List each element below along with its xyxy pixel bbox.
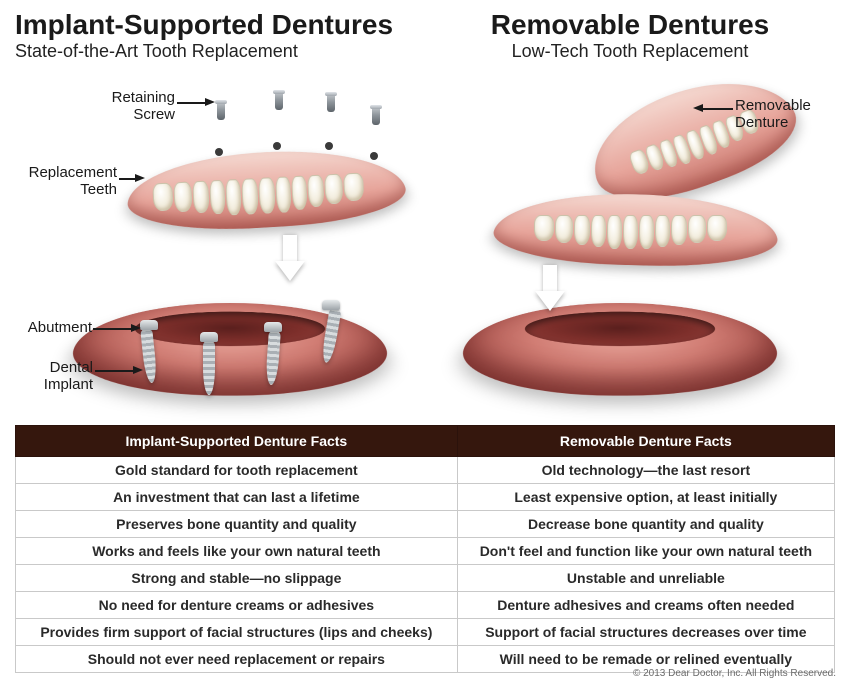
removable-subtitle: Low-Tech Tooth Replacement [425, 41, 835, 62]
arrow-head-icon [135, 174, 145, 182]
arrow-head-icon [205, 98, 215, 106]
table-row: Provides firm support of facial structur… [16, 619, 835, 646]
table-cell: An investment that can last a lifetime [16, 484, 458, 511]
arrow-line [93, 328, 133, 330]
retaining-screw-icon [275, 90, 283, 110]
label-abutment: Abutment [7, 320, 92, 337]
table-cell: Denture adhesives and creams often neede… [457, 592, 834, 619]
label-replacement-teeth: Replacement Teeth [7, 165, 117, 198]
implant-illustration: Retaining Screw Replacement Teeth Abutme… [15, 70, 425, 425]
copyright-text: © 2013 Dear Doctor, Inc. All Rights Rese… [633, 668, 836, 679]
screw-hole [370, 152, 378, 160]
dental-implant-post [203, 340, 215, 395]
table-header-cell: Removable Denture Facts [457, 426, 834, 457]
table-row: Strong and stable—no slippageUnstable an… [16, 565, 835, 592]
removable-title: Removable Dentures [425, 10, 835, 39]
screw-hole [273, 142, 281, 150]
teeth-row [503, 215, 758, 249]
arrow-line [703, 108, 733, 110]
abutment-cap [322, 300, 340, 310]
retaining-screw-icon [372, 105, 380, 125]
implant-panel: Implant-Supported Dentures State-of-the-… [15, 10, 425, 425]
implant-title: Implant-Supported Dentures [15, 10, 425, 39]
table-cell: Least expensive option, at least initial… [457, 484, 834, 511]
arrow-head-icon [131, 324, 141, 332]
table-cell: Provides firm support of facial structur… [16, 619, 458, 646]
retaining-screw-icon [217, 100, 225, 120]
abutment-cap [140, 320, 158, 330]
arrow-head-icon [693, 104, 703, 112]
comparison-table: Implant-Supported Denture Facts Removabl… [15, 425, 835, 673]
label-retaining-screw: Retaining Screw [75, 90, 175, 123]
table-header: Implant-Supported Denture Facts Removabl… [16, 426, 835, 457]
label-dental-implant: Dental Implant [15, 360, 93, 393]
table-cell: Preserves bone quantity and quality [16, 511, 458, 538]
table-cell: Gold standard for tooth replacement [16, 457, 458, 484]
arrow-line [177, 102, 207, 104]
table-cell: Strong and stable—no slippage [16, 565, 458, 592]
table-row: Preserves bone quantity and qualityDecre… [16, 511, 835, 538]
abutment-cap [200, 332, 218, 342]
table-body: Gold standard for tooth replacementOld t… [16, 457, 835, 673]
diagram-section: Implant-Supported Dentures State-of-the-… [0, 0, 850, 425]
table-row: No need for denture creams or adhesivesD… [16, 592, 835, 619]
table-cell: Support of facial structures decreases o… [457, 619, 834, 646]
insert-arrow-icon [275, 235, 305, 285]
removable-panel: Removable Dentures Low-Tech Tooth Replac… [425, 10, 835, 425]
table-cell: Should not ever need replacement or repa… [16, 646, 458, 673]
table-cell: No need for denture creams or adhesives [16, 592, 458, 619]
screw-hole [325, 142, 333, 150]
table-cell: Unstable and unreliable [457, 565, 834, 592]
implant-subtitle: State-of-the-Art Tooth Replacement [15, 41, 425, 62]
removable-illustration: Removable Denture [425, 70, 835, 425]
table-cell: Decrease bone quantity and quality [457, 511, 834, 538]
table-row: Works and feels like your own natural te… [16, 538, 835, 565]
label-removable-denture: Removable Denture [735, 98, 835, 131]
abutment-cap [264, 322, 282, 332]
table-cell: Old technology—the last resort [457, 457, 834, 484]
table-cell: Works and feels like your own natural te… [16, 538, 458, 565]
arrow-line [95, 370, 135, 372]
arrow-head-icon [133, 366, 143, 374]
retaining-screw-icon [327, 92, 335, 112]
insert-arrow-icon [535, 265, 565, 315]
screw-hole [215, 148, 223, 156]
table-row: An investment that can last a lifetimeLe… [16, 484, 835, 511]
table-cell: Don't feel and function like your own na… [457, 538, 834, 565]
table-header-cell: Implant-Supported Denture Facts [16, 426, 458, 457]
table-row: Gold standard for tooth replacementOld t… [16, 457, 835, 484]
